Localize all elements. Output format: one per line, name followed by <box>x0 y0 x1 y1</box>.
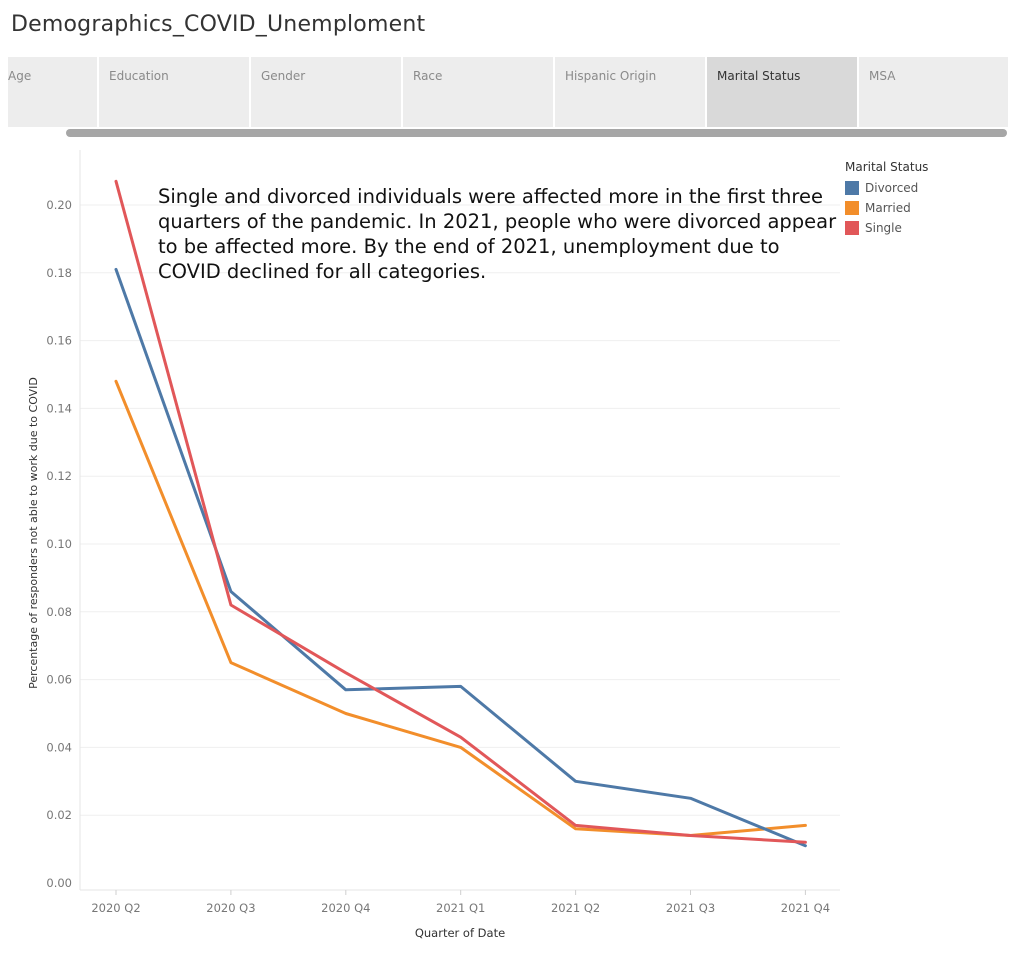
y-tick-label: 0.18 <box>46 266 72 280</box>
y-tick-label: 0.04 <box>46 740 72 754</box>
legend-label: Married <box>865 201 911 215</box>
y-tick-label: 0.08 <box>46 605 72 619</box>
legend-swatch <box>845 201 859 215</box>
tab-label: Hispanic Origin <box>565 69 657 83</box>
legend-item-divorced[interactable]: Divorced <box>845 178 928 198</box>
line-chart: 0.00 0.02 0.04 0.06 0.08 0.10 0.12 0.14 0.16 0.18… <box>27 150 840 940</box>
x-tick-label: 2021 Q4 <box>781 901 830 915</box>
x-tick-label: 2021 Q3 <box>666 901 715 915</box>
tab-education[interactable]: Education <box>99 57 249 127</box>
y-tick-label: 0.14 <box>46 401 72 415</box>
tab-label: Education <box>109 69 169 83</box>
y-tick-label: 0.12 <box>46 469 72 483</box>
tab-label: Gender <box>261 69 306 83</box>
legend-label: Single <box>865 221 902 235</box>
legend-swatch <box>845 221 859 235</box>
tab-label: MSA <box>869 69 896 83</box>
x-tick-label: 2021 Q1 <box>436 901 485 915</box>
series-line-divorced <box>114 267 807 848</box>
tab-bar: Age Education Gender Race Hispanic Origi… <box>8 57 1008 127</box>
tab-label: Marital Status <box>717 69 801 83</box>
y-tick-label: 0.16 <box>46 334 72 348</box>
tab-race[interactable]: Race <box>403 57 553 127</box>
legend-label: Divorced <box>865 181 919 195</box>
legend-item-single[interactable]: Single <box>845 218 928 238</box>
series-line-single <box>114 179 807 844</box>
x-tick-label: 2020 Q4 <box>321 901 370 915</box>
tab-age[interactable]: Age <box>8 57 97 127</box>
legend-swatch <box>845 181 859 195</box>
y-tick-label: 0.02 <box>46 808 72 822</box>
y-tick-label: 0.20 <box>46 198 72 212</box>
y-tick-label: 0.00 <box>46 876 72 890</box>
y-axis-title: Percentage of responders not able to wor… <box>27 377 40 689</box>
y-tick-label: 0.06 <box>46 673 72 687</box>
x-tick-label: 2021 Q2 <box>551 901 600 915</box>
tab-gender[interactable]: Gender <box>251 57 401 127</box>
tab-label: Age <box>8 69 32 83</box>
x-tick-label: 2020 Q3 <box>206 901 255 915</box>
tab-msa[interactable]: MSA <box>859 57 1008 127</box>
dashboard-title: Demographics_COVID_Unemploment <box>11 12 426 37</box>
series-line-married <box>114 379 807 837</box>
tab-label: Race <box>413 69 443 83</box>
tab-scrollbar[interactable] <box>66 129 1007 137</box>
tab-marital-status[interactable]: Marital Status <box>707 57 857 127</box>
x-axis-title: Quarter of Date <box>415 926 505 940</box>
tab-hispanic-origin[interactable]: Hispanic Origin <box>555 57 705 127</box>
y-tick-label: 0.10 <box>46 537 72 551</box>
legend-item-married[interactable]: Married <box>845 198 928 218</box>
legend-title: Marital Status <box>845 160 929 174</box>
legend: Marital Status Divorced Married Single <box>845 160 928 238</box>
x-tick-label: 2020 Q2 <box>91 901 140 915</box>
chart-annotation: Single and divorced individuals were aff… <box>158 185 837 283</box>
